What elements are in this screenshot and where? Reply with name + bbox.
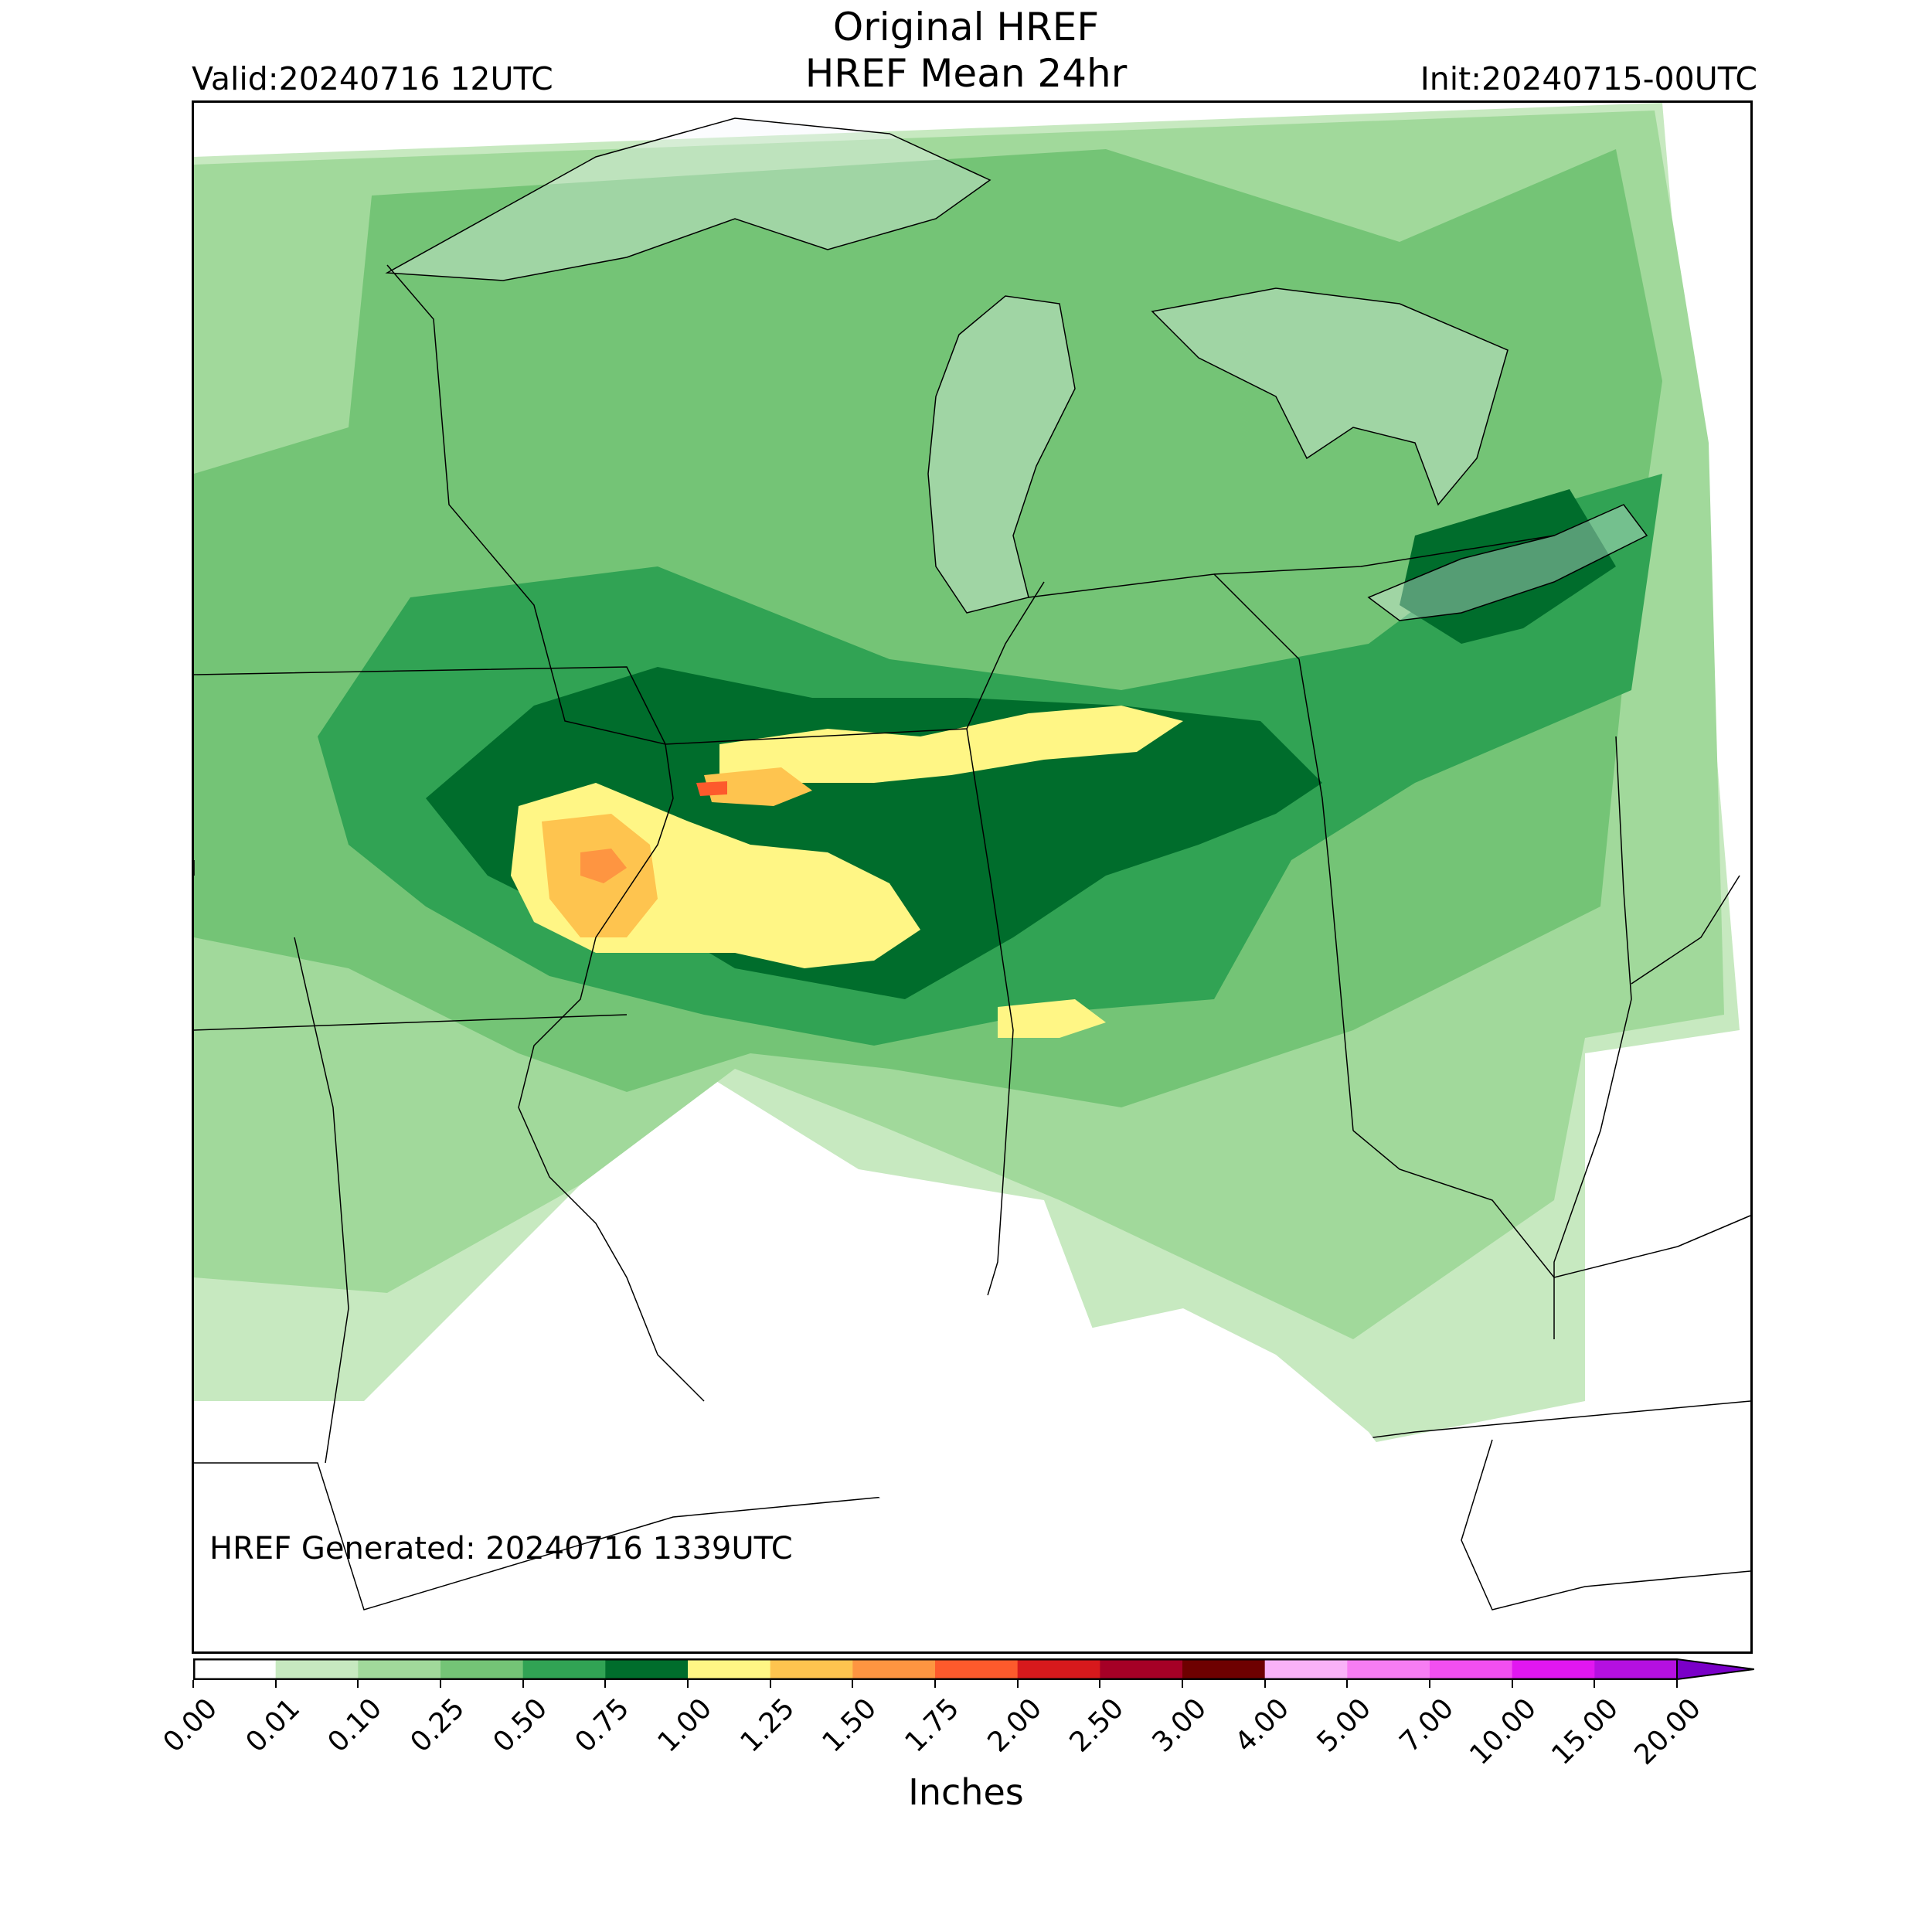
valid-time-label: Valid:20240716 12UTC bbox=[192, 60, 553, 97]
colorbar-tick-mark bbox=[1016, 1680, 1019, 1688]
colorbar-tick-label: 0.01 bbox=[240, 1692, 306, 1759]
colorbar-segment bbox=[1512, 1659, 1595, 1679]
colorbar-label: Inches bbox=[908, 1771, 1024, 1813]
colorbar-tick-mark bbox=[522, 1680, 524, 1688]
colorbar-tick-label: 1.75 bbox=[899, 1692, 966, 1759]
colorbar-tick-mark bbox=[769, 1680, 771, 1688]
colorbar-segment bbox=[1264, 1659, 1348, 1679]
colorbar-segment bbox=[852, 1659, 936, 1679]
precip-core-1.75 bbox=[696, 781, 727, 796]
precip-core-1.00-south bbox=[998, 999, 1106, 1038]
colorbar-tick-mark bbox=[1182, 1680, 1183, 1688]
colorbar bbox=[193, 1658, 1754, 1680]
colorbar-tick-mark bbox=[192, 1680, 194, 1688]
colorbar-tick-label: 20.00 bbox=[1628, 1692, 1708, 1771]
colorbar-tick-label: 0.10 bbox=[321, 1692, 389, 1759]
colorbar-tick-mark bbox=[1264, 1680, 1266, 1688]
colorbar-tick-mark bbox=[1676, 1680, 1678, 1688]
lake-michigan bbox=[927, 295, 1076, 614]
colorbar-tick-mark bbox=[1594, 1680, 1596, 1688]
precip-core-1.50 bbox=[580, 849, 627, 883]
dry-area-south bbox=[874, 1293, 1415, 1556]
colorbar-segment bbox=[440, 1659, 524, 1679]
colorbar-segment bbox=[1100, 1659, 1183, 1679]
colorbar-tick-mark bbox=[687, 1680, 689, 1688]
precip-core-1.25-north bbox=[704, 767, 812, 806]
colorbar-segment bbox=[1594, 1659, 1678, 1679]
colorbar-tick-mark bbox=[1429, 1680, 1430, 1688]
colorbar-segment bbox=[1182, 1659, 1266, 1679]
colorbar-tick-label: 3.00 bbox=[1146, 1692, 1213, 1759]
map-title-line2: HREF Mean 24hr bbox=[804, 51, 1128, 96]
dry-area-southwest bbox=[194, 1494, 364, 1651]
colorbar-tick-label: 10.00 bbox=[1463, 1692, 1543, 1771]
precip-band-0.75-east bbox=[1400, 489, 1616, 644]
colorbar-tick-mark bbox=[440, 1680, 441, 1688]
lake-superior bbox=[385, 117, 992, 281]
map-title-line1: Original HREF bbox=[832, 5, 1100, 49]
colorbar-tick-mark bbox=[934, 1680, 936, 1688]
colorbar-tick-mark bbox=[1346, 1680, 1349, 1688]
colorbar-tick-label: 4.00 bbox=[1229, 1692, 1295, 1759]
generated-timestamp: HREF Generated: 20240716 1339UTC bbox=[209, 1531, 793, 1566]
colorbar-segment bbox=[1347, 1659, 1430, 1679]
colorbar-segment bbox=[605, 1659, 689, 1679]
colorbar-segment bbox=[1430, 1659, 1513, 1679]
colorbar-segment bbox=[935, 1659, 1019, 1679]
colorbar-tick-label: 2.50 bbox=[1063, 1692, 1131, 1759]
colorbar-tick-label: 2.00 bbox=[981, 1692, 1048, 1759]
colorbar-tick-label: 5.00 bbox=[1311, 1692, 1378, 1759]
colorbar-tick-label: 1.25 bbox=[734, 1692, 801, 1759]
lake-erie bbox=[1367, 504, 1648, 621]
colorbar-segment bbox=[358, 1659, 441, 1679]
colorbar-tick-label: 7.00 bbox=[1393, 1692, 1461, 1759]
init-time-label: Init:20240715-00UTC bbox=[1420, 60, 1757, 97]
colorbar-segment bbox=[1017, 1659, 1100, 1679]
colorbar-tick-mark bbox=[1511, 1680, 1513, 1688]
colorbar-tick-label: 0.00 bbox=[157, 1692, 224, 1759]
colorbar-segment bbox=[522, 1659, 606, 1679]
colorbar-tick-mark bbox=[852, 1680, 854, 1688]
colorbar-tick-label: 1.50 bbox=[816, 1692, 883, 1759]
colorbar-segment bbox=[770, 1659, 853, 1679]
colorbar-tick-mark bbox=[274, 1680, 277, 1688]
colorbar-extend-arrow bbox=[1676, 1658, 1754, 1680]
colorbar-tick-mark bbox=[357, 1680, 359, 1688]
colorbar-tick-label: 15.00 bbox=[1546, 1692, 1625, 1771]
colorbar-tick-label: 0.75 bbox=[569, 1692, 636, 1759]
map-canvas bbox=[194, 103, 1750, 1651]
precip-core-1.00-north bbox=[719, 706, 1183, 783]
colorbar-tick-label: 0.50 bbox=[487, 1692, 553, 1759]
precipitation-map: HREF Generated: 20240716 1339UTC bbox=[192, 100, 1753, 1654]
colorbar-tick-label: 1.00 bbox=[651, 1692, 719, 1759]
colorbar-segment bbox=[193, 1659, 277, 1679]
colorbar-segment bbox=[275, 1659, 359, 1679]
colorbar-segment bbox=[688, 1659, 771, 1679]
lake-huron bbox=[1151, 287, 1509, 506]
colorbar-frame bbox=[193, 1658, 1677, 1680]
dry-area-southeast bbox=[1600, 1262, 1747, 1378]
colorbar-tick-label: 0.25 bbox=[404, 1692, 471, 1759]
colorbar-tick-mark bbox=[604, 1680, 607, 1688]
colorbar-tick-mark bbox=[1099, 1680, 1101, 1688]
